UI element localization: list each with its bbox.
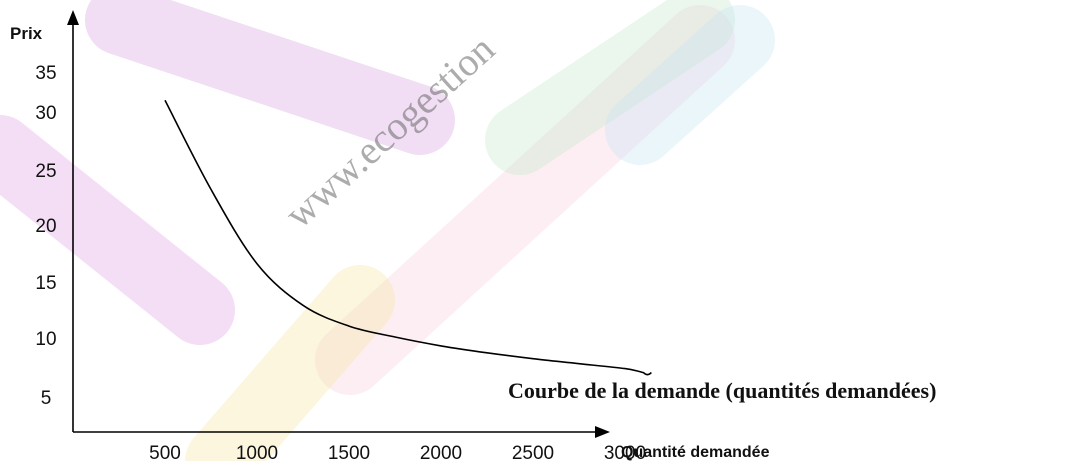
x-axis-title: Quantité demandée xyxy=(621,444,770,461)
watermark-band xyxy=(185,265,395,461)
demand-curve-label: Courbe de la demande (quantités demandée… xyxy=(508,378,936,403)
x-axis-arrow xyxy=(595,426,610,438)
x-tick-label: 500 xyxy=(149,443,181,461)
y-tick-label: 10 xyxy=(35,329,56,350)
watermark-band xyxy=(315,5,735,395)
y-tick-label: 30 xyxy=(35,103,56,124)
y-tick-label: 20 xyxy=(35,216,56,237)
watermark: www.ecogestion xyxy=(0,0,775,461)
x-tick-label: 1000 xyxy=(236,443,278,461)
watermark-band xyxy=(605,5,775,165)
y-tick-label: 5 xyxy=(41,388,52,409)
demand-curve xyxy=(164,99,652,376)
watermark-band xyxy=(0,115,235,345)
y-tick-label: 15 xyxy=(35,273,56,294)
x-tick-label: 2500 xyxy=(512,443,554,461)
x-tick-label: 3000 xyxy=(604,443,646,461)
y-tick-label: 25 xyxy=(35,161,56,182)
watermark-band xyxy=(85,0,455,155)
axes xyxy=(67,10,610,438)
x-tick-labels: 500 1000 1500 2000 2500 3000 xyxy=(149,443,646,461)
watermark-bands xyxy=(0,0,775,461)
y-tick-label: 35 xyxy=(35,63,56,84)
x-tick-label: 2000 xyxy=(420,443,462,461)
y-tick-labels: 5 10 15 20 25 30 35 xyxy=(35,63,56,409)
y-axis-title: Prix xyxy=(10,24,43,43)
x-tick-label: 1500 xyxy=(328,443,370,461)
watermark-band xyxy=(485,0,735,175)
y-axis-arrow xyxy=(67,10,79,25)
